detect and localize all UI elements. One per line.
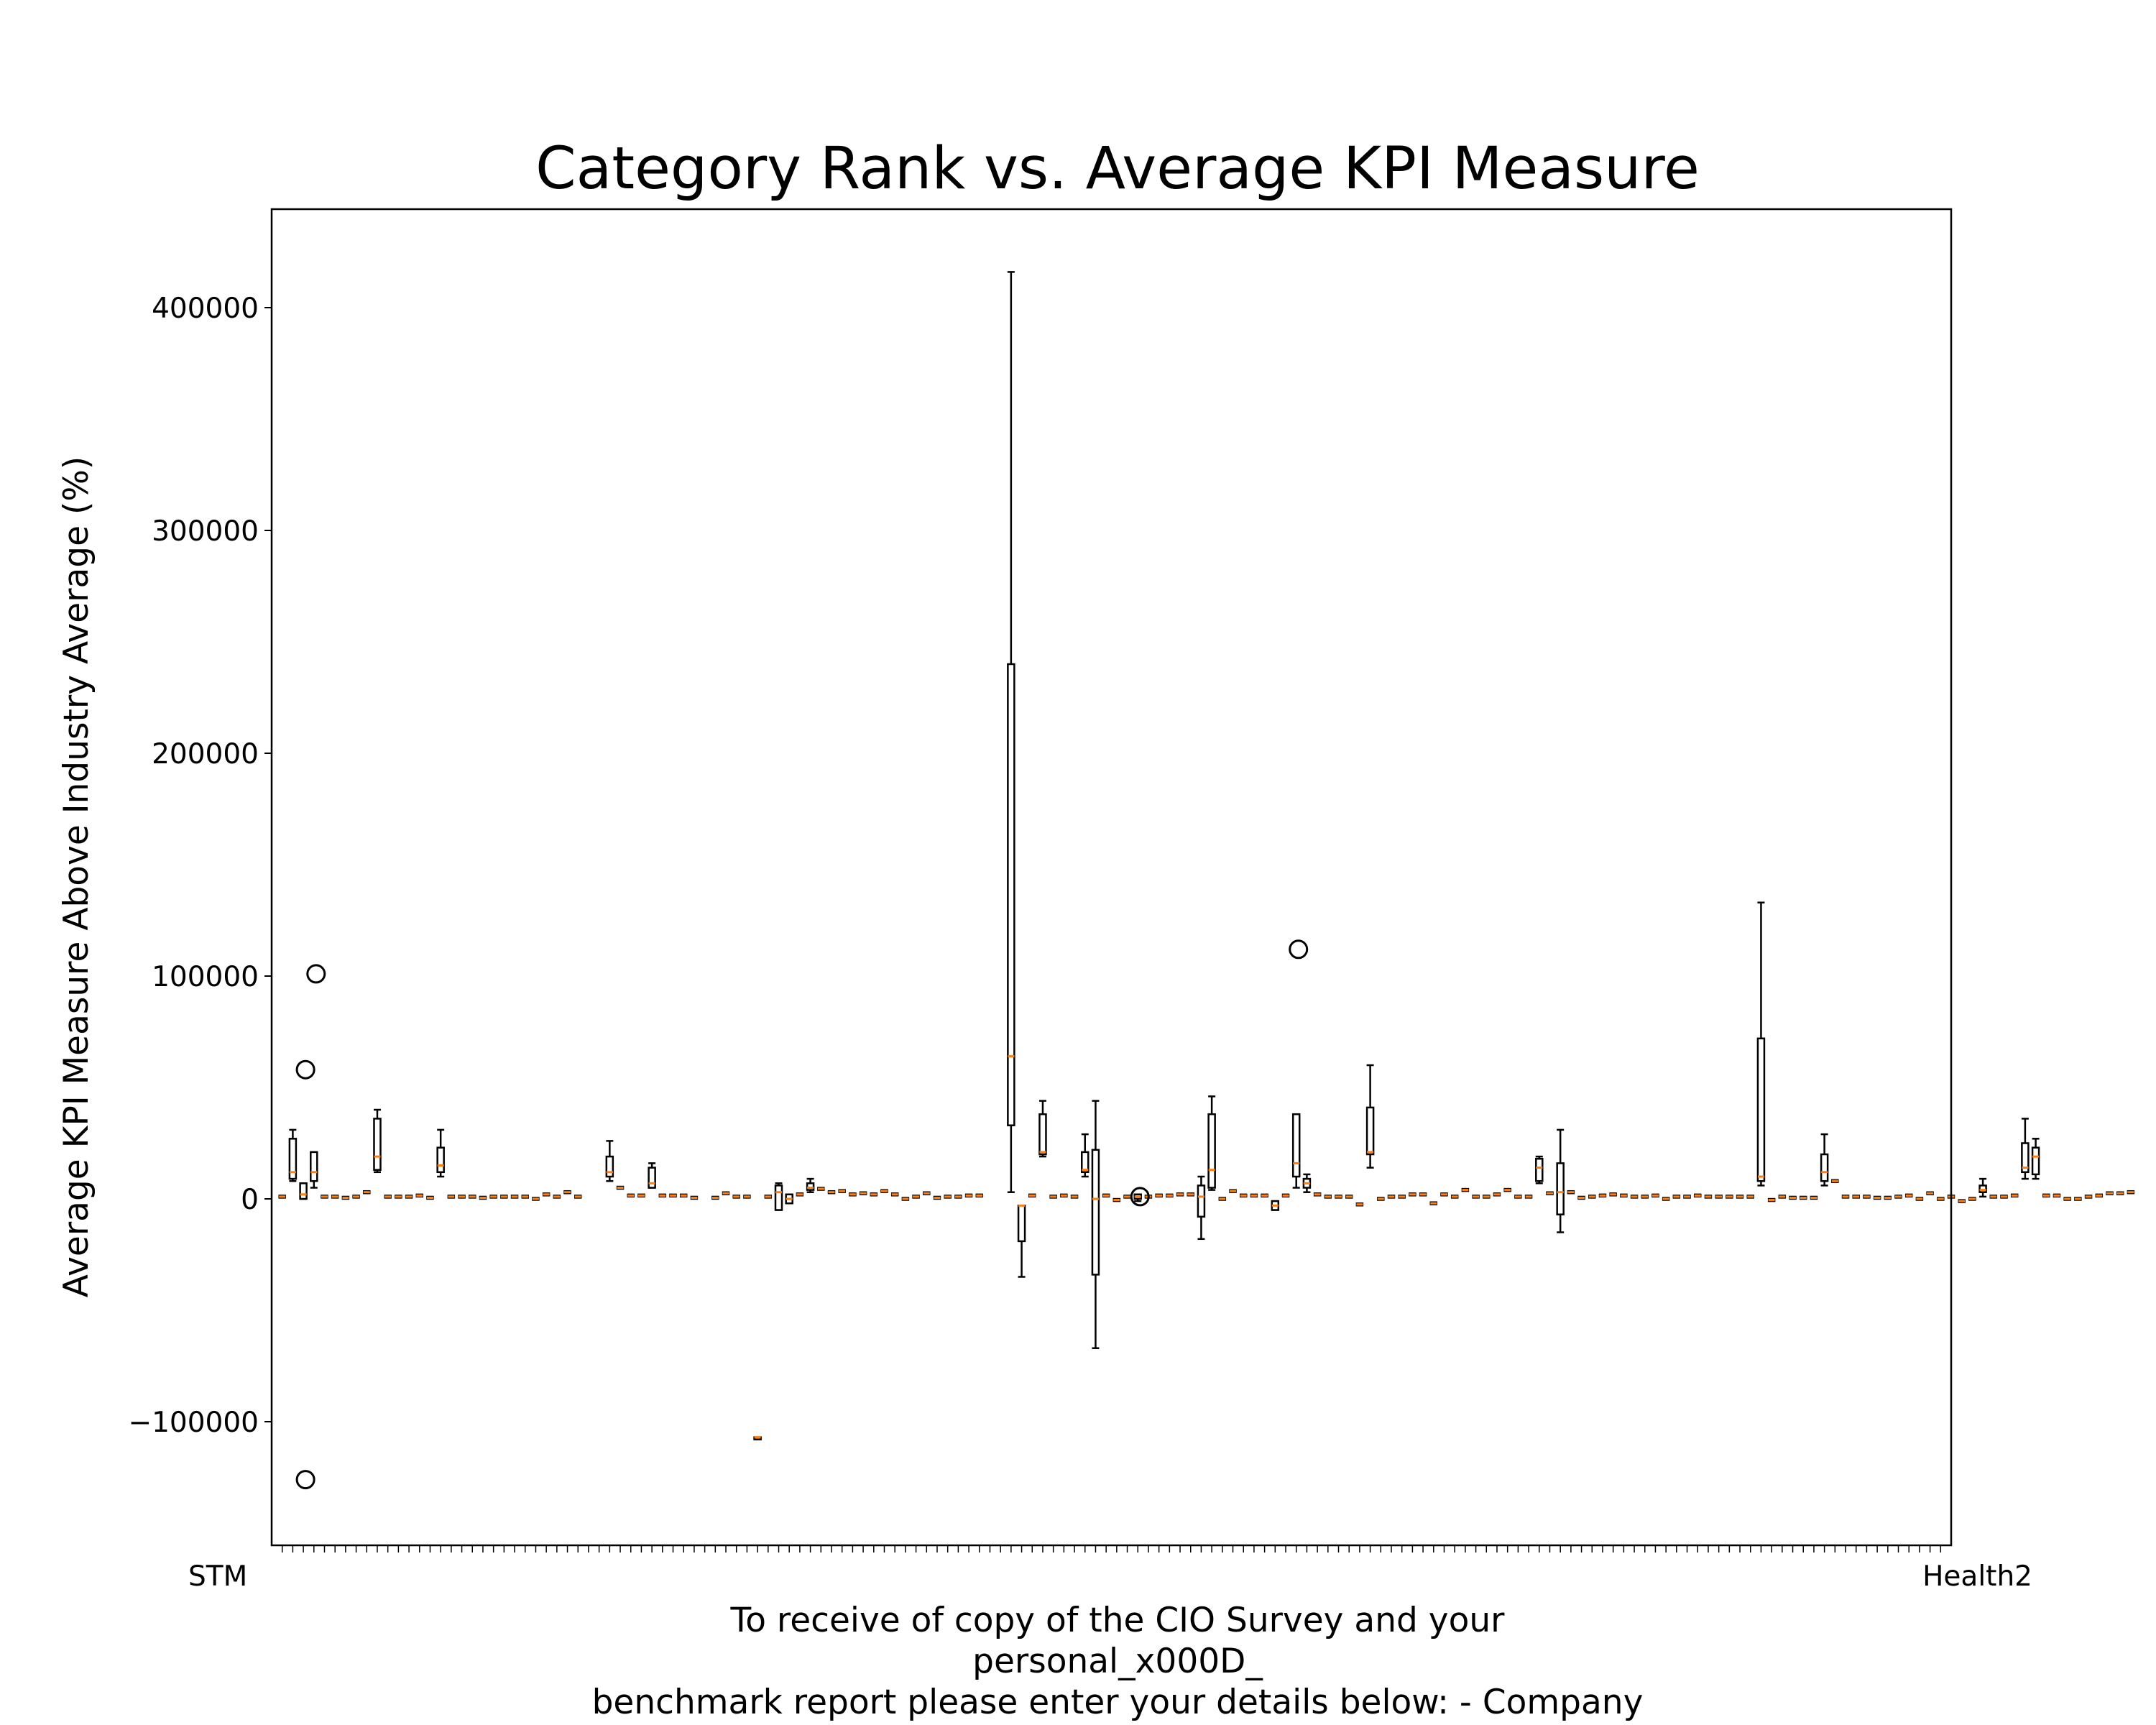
y-tick-label: 0 <box>241 1184 259 1216</box>
x-axis-label-line-2: personal_x000D_ <box>972 1642 1263 1681</box>
outlier-point <box>1289 939 1309 960</box>
outlier-point <box>295 1470 315 1490</box>
box <box>1091 1149 1100 1276</box>
box <box>2021 1142 2030 1174</box>
plot-area-frame <box>270 208 1953 1547</box>
box <box>1978 1184 1987 1193</box>
box <box>288 1138 298 1180</box>
x-tick-label-last: Health2 <box>1922 1560 2032 1593</box>
y-tick-label: −100000 <box>128 1407 259 1439</box>
box <box>1291 1113 1301 1178</box>
box <box>2031 1146 2040 1176</box>
y-tick-label: 200000 <box>152 738 259 770</box>
box <box>310 1151 318 1182</box>
box <box>1017 1205 1026 1243</box>
y-axis-label: Average KPI Measure Above Industry Avera… <box>57 456 96 1298</box>
box <box>1081 1151 1089 1174</box>
box <box>373 1118 382 1171</box>
box <box>1535 1157 1544 1182</box>
box <box>1197 1184 1206 1218</box>
x-axis <box>281 1545 1942 1552</box>
box <box>648 1167 656 1189</box>
y-tick-label: 400000 <box>152 293 259 325</box>
chart-title: Category Rank vs. Average KPI Measure <box>535 135 1700 203</box>
box <box>1038 1113 1047 1156</box>
box <box>806 1182 815 1191</box>
x-tick-label-first: STM <box>188 1560 247 1593</box>
plot-marks <box>278 271 2135 1490</box>
box <box>1556 1162 1565 1215</box>
y-axis: −100000 0 100000 200000 300000 400000 <box>128 293 272 1439</box>
box <box>299 1182 308 1200</box>
box <box>436 1146 445 1174</box>
outlier-point <box>1130 1187 1150 1207</box>
y-tick-label: 100000 <box>152 961 259 993</box>
outlier-point <box>295 1059 315 1080</box>
x-axis-label-line-1: To receive of copy of the CIO Survey and… <box>730 1601 1506 1640</box>
y-tick-label: 300000 <box>152 515 259 548</box>
box <box>1365 1106 1375 1156</box>
x-axis-label-line-3: benchmark report please enter your detai… <box>592 1683 1644 1722</box>
box <box>774 1184 783 1211</box>
box <box>605 1155 614 1178</box>
box <box>1820 1153 1829 1182</box>
box <box>1007 663 1015 1126</box>
box <box>1756 1037 1766 1182</box>
box <box>1207 1113 1216 1189</box>
outlier-point <box>306 964 326 984</box>
